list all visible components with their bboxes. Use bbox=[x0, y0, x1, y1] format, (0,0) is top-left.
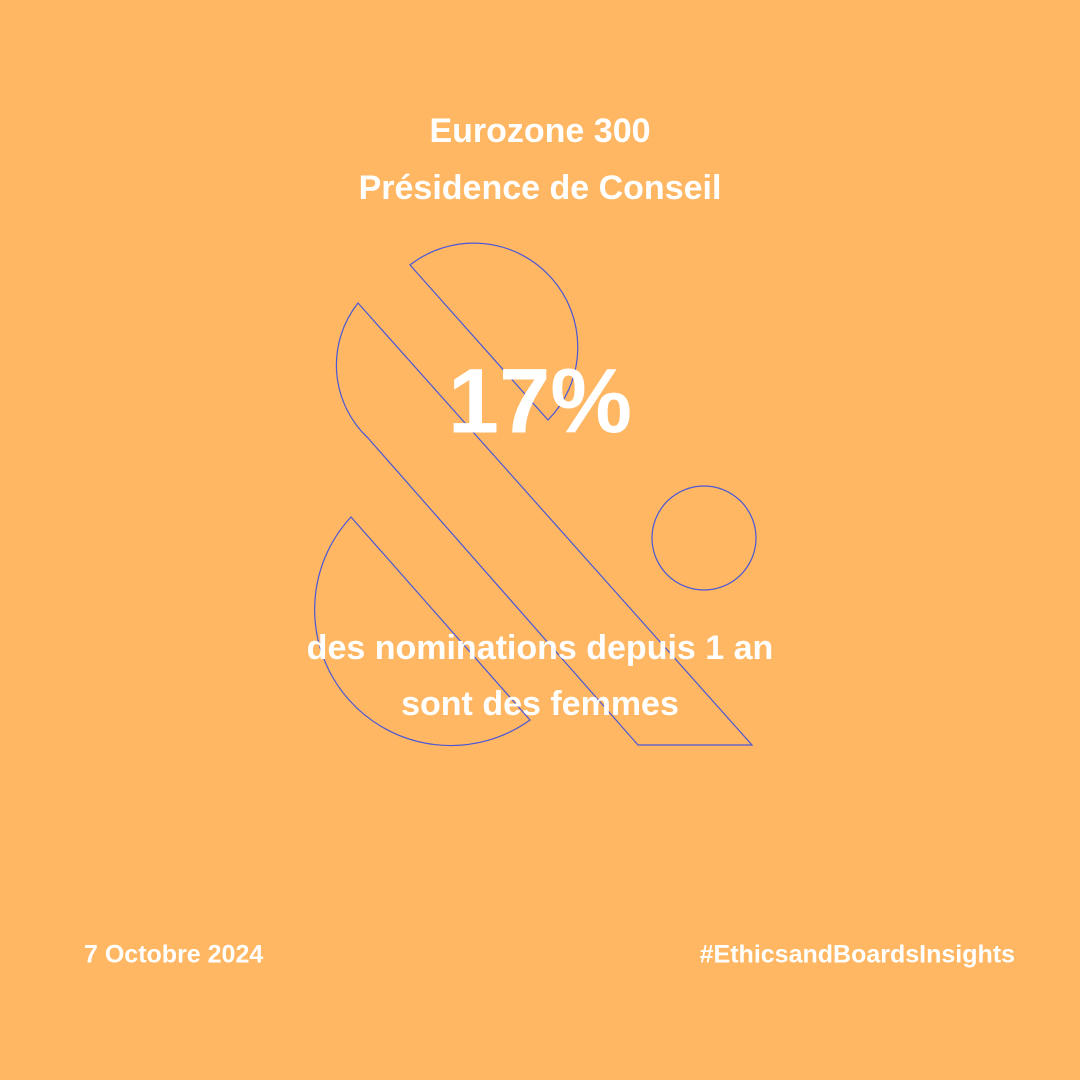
footer-hashtag: #EthicsandBoardsInsights bbox=[700, 941, 1015, 969]
logo-top-half-disc bbox=[409, 242, 579, 421]
logo-dot bbox=[651, 485, 757, 591]
footer-date: 7 Octobre 2024 bbox=[84, 941, 263, 969]
logo-bottom-half-disc bbox=[314, 516, 531, 747]
logo-band bbox=[335, 302, 754, 746]
ampersand-logo bbox=[314, 242, 757, 747]
stat-description: des nominations depuis 1 an bbox=[307, 629, 774, 667]
stat-description: sont des femmes bbox=[401, 685, 679, 723]
header-line: Présidence de Conseil bbox=[359, 169, 722, 207]
header-line: Eurozone 300 bbox=[429, 112, 650, 150]
stat-value: 17% bbox=[448, 350, 632, 452]
